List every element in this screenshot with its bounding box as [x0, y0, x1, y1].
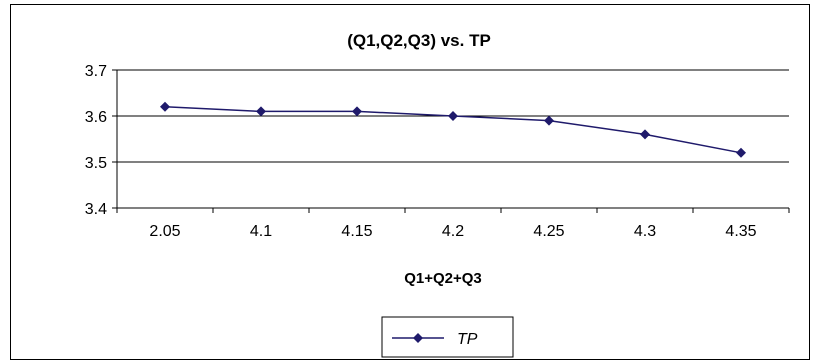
data-point-marker [256, 106, 266, 117]
series-tp [160, 101, 746, 158]
y-tick-label: 3.6 [85, 109, 107, 126]
legend-label-tp: TP [457, 331, 478, 348]
data-point-marker [160, 101, 170, 112]
x-tick-label: 4.1 [250, 223, 272, 240]
legend-marker [413, 333, 423, 343]
y-tick-label: 3.5 [85, 155, 107, 172]
data-point-marker [640, 129, 650, 140]
legend-box [381, 316, 514, 358]
data-point-marker [544, 115, 554, 126]
x-tick-label: 4.15 [341, 223, 372, 240]
data-point-marker [736, 147, 746, 158]
x-tick-label: 4.35 [725, 223, 756, 240]
legend: TP [381, 316, 514, 358]
x-tick-label: 2.05 [149, 223, 180, 240]
x-axis-title: Q1+Q2+Q3 [404, 270, 482, 287]
y-tick-label: 3.4 [85, 201, 107, 218]
chart-frame: (Q1,Q2,Q3) vs. TP 3.4 3.5 3.6 3.7 2.05 4.1 4.… [10, 4, 810, 360]
chart-svg: (Q1,Q2,Q3) vs. TP 3.4 3.5 3.6 3.7 2.05 4.1 4.… [85, 31, 790, 358]
x-tick-label: 4.25 [533, 223, 564, 240]
x-tick-label: 4.3 [634, 223, 656, 240]
data-point-marker [352, 106, 362, 117]
x-tick-labels: 2.05 4.1 4.15 4.2 4.25 4.3 4.35 [149, 223, 756, 240]
y-tick-label: 3.7 [85, 63, 107, 80]
axes [112, 69, 790, 213]
data-point-marker [448, 111, 458, 121]
x-tick-label: 4.2 [442, 223, 464, 240]
chart-title: (Q1,Q2,Q3) vs. TP [347, 31, 491, 50]
y-tick-labels: 3.4 3.5 3.6 3.7 [85, 63, 107, 218]
